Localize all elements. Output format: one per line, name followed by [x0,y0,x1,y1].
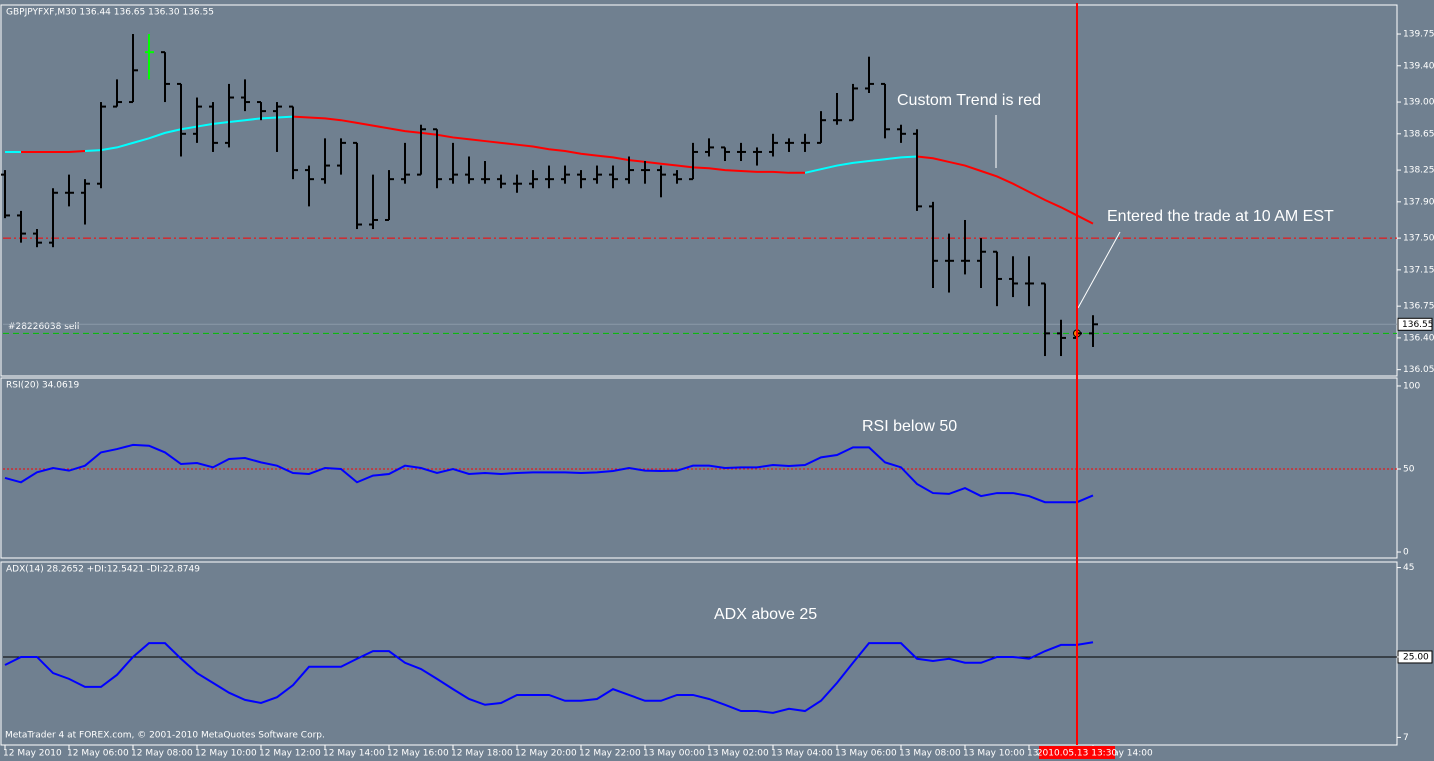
y-tick-label: 136.40 [1403,333,1434,343]
footer: MetaTrader 4 at FOREX.com, © 2001-2010 M… [5,731,325,741]
series-line [4,443,1094,504]
x-tick-label: 12 May 08:00 [131,749,193,759]
y-tick-label: 137.50 [1403,234,1434,244]
x-tick-label: 13 May 02:00 [707,749,769,759]
x-tick-label: 12 May 20:00 [515,749,577,759]
y-tick-label: 0 [1403,548,1409,558]
x-tick-label: 12 May 22:00 [579,749,641,759]
time-cursor-box [1039,746,1115,759]
x-tick-label: 13 May 00:00 [643,749,705,759]
x-tick-label: 12 May 10:00 [195,749,257,759]
price-box [1397,317,1433,331]
pane-title: RSI(20) 34.0619 [6,381,79,391]
annotation: Entered the trade at 10 AM EST [1107,208,1334,225]
y-tick-label: 45 [1403,563,1414,573]
x-tick-label: 13 May 04:00 [771,749,833,759]
annotation: ADX above 25 [714,606,817,623]
annotation: Custom Trend is red [897,92,1041,109]
level-label: #28226038 sell [8,322,79,332]
annotation-pointer [1077,231,1121,309]
series-line [4,641,1094,714]
y-tick-label: 139.00 [1403,98,1434,108]
y-tick-label: 100 [1403,381,1420,391]
price-label: 136.55 [1402,320,1434,330]
x-tick-label: 13 May 14:00 [1091,749,1153,759]
x-tick-label: 12 May 2010 [3,749,62,759]
x-tick-label: 13 May 10:00 [963,749,1025,759]
pane-title: GBPJPYFXF,M30 136.44 136.65 136.30 136.5… [6,8,214,18]
x-tick-label: 13 May 08:00 [899,749,961,759]
x-tick-label: 12 May 06:00 [67,749,129,759]
y-tick-label: 136.75 [1403,302,1434,312]
y-tick-label: 7 [1403,733,1409,743]
pane-frame [0,561,1398,746]
y-tick-label: 139.40 [1403,61,1434,71]
x-tick-label: 13 May 06:00 [835,749,897,759]
pane-title: ADX(14) 28.2652 +DI:12.5421 -DI:22.8749 [6,565,200,575]
y-tick-label: 138.25 [1403,166,1434,176]
y-tick-label: 139.75 [1403,30,1434,40]
pane-frame [0,4,1398,377]
y-tick-label: 137.90 [1403,197,1434,207]
y-tick-label: 138.65 [1403,129,1434,139]
y-tick-label: 50 [1403,464,1415,474]
x-tick-label: 12 May 14:00 [323,749,385,759]
y-tick-label: 25.00 [1403,652,1429,662]
annotation: RSI below 50 [862,418,957,435]
y-tick-label: 136.05 [1403,365,1434,375]
x-tick-label: 12 May 18:00 [451,749,513,759]
series-line [21,115,1094,225]
time-cursor-label: 2010.05.13 13:30 [1037,749,1118,759]
pane-frame [0,377,1398,559]
y-tick-label: 137.15 [1403,265,1434,275]
x-tick-label: 12 May 16:00 [387,749,449,759]
x-tick-label: 12 May 12:00 [259,749,321,759]
series-line [5,115,918,174]
